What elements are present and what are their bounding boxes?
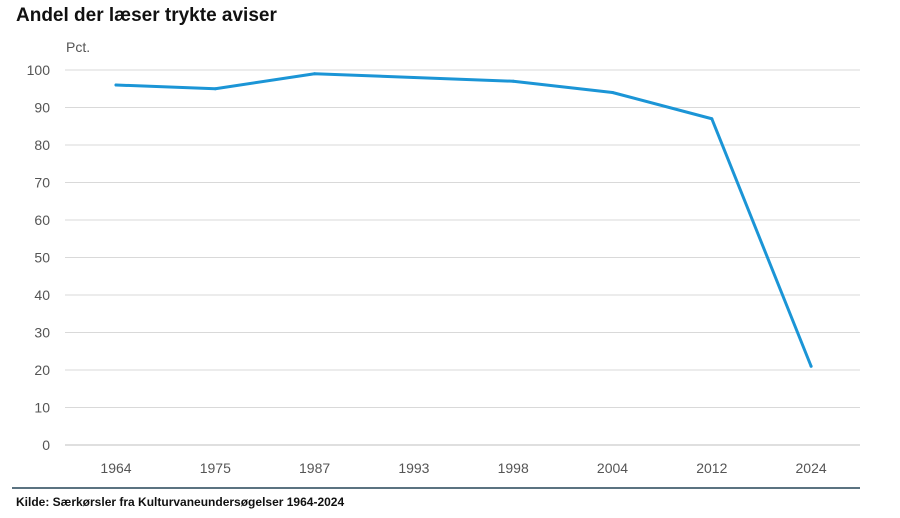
x-axis-ticks: 1964 1975 1987 1993 1998 2004 2012 2024 [100,460,826,476]
series-line [114,72,813,368]
y-tick-label: 80 [34,137,50,153]
source-note: Kilde: Særkørsler fra Kulturvaneundersøg… [16,495,345,509]
x-tick-label: 2012 [696,460,727,476]
x-tick-label: 1993 [398,460,429,476]
data-point [114,83,118,87]
y-tick-label: 100 [27,62,51,78]
data-point [511,79,515,83]
data-point [809,364,813,368]
x-tick-label: 1975 [200,460,231,476]
y-tick-label: 0 [42,437,50,453]
x-tick-label: 1964 [100,460,131,476]
data-point [213,87,217,91]
y-tick-label: 10 [34,400,50,416]
y-tick-label: 50 [34,250,50,266]
y-tick-label: 30 [34,325,50,341]
y-tick-label: 20 [34,362,50,378]
y-tick-label: 60 [34,212,50,228]
data-point [412,76,416,79]
x-tick-label: 2024 [796,460,827,476]
data-point [611,91,614,94]
source-divider [12,487,860,489]
gridlines [65,69,860,446]
y-tick-label: 90 [34,100,50,116]
x-tick-label: 1998 [498,460,529,476]
y-tick-label: 40 [34,287,50,303]
chart-title: Andel der læser trykte aviser [16,5,277,26]
x-tick-label: 2004 [597,460,628,476]
data-point [313,72,317,76]
series-layer [114,72,813,368]
y-tick-label: 70 [34,175,50,191]
y-axis-unit-label: Pct. [66,39,90,55]
data-point [710,117,714,121]
y-axis-ticks: 0 10 20 30 40 50 60 70 80 90 100 [27,62,51,453]
x-tick-label: 1987 [299,460,330,476]
